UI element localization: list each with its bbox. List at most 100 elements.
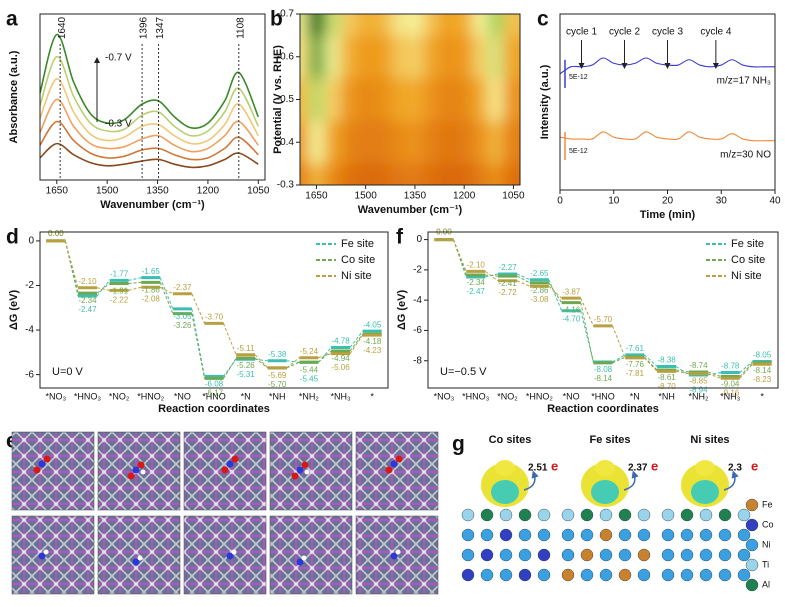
atom [718,528,732,542]
connector [580,297,594,327]
x-tick-label: *NH₃ [330,391,351,401]
heat-cell [439,35,457,80]
atom [580,548,594,562]
structure-tile [11,515,95,595]
heat-cell [472,120,489,165]
y-tick-label: -8 [413,355,422,366]
value-label: -2.86 [530,286,549,295]
site-title: Ni sites [690,434,729,446]
atom [718,508,732,522]
x-tick-label: *NO₂ [109,391,130,401]
atom [680,508,694,522]
y-tick-label: -4 [413,295,422,306]
heat-cell [472,78,489,122]
x-axis-label: Reaction coordinates [158,403,270,415]
value-label: -8.85 [689,377,708,386]
value-label: -4.94 [331,354,350,363]
heat-cell [472,35,489,80]
atom [480,528,494,542]
transfer-arrow [623,470,639,491]
value-label: -6.08 [205,380,224,389]
atom-o [33,466,41,474]
heat-cell [439,14,457,37]
heat-cell [455,120,474,165]
x-tick-label: * [760,391,764,401]
charge-density [591,480,619,504]
value-label: -5.11 [237,344,255,353]
value-label: -5.44 [300,365,319,374]
charge-density [495,460,515,476]
heat-cell [390,78,409,122]
panel-label: g [452,433,465,456]
x-tick-label: *HNO₃ [462,391,490,401]
value-label: -5.31 [237,370,256,379]
heat-cell [308,35,326,80]
heat-cell [472,14,489,37]
x-axis-label: Wavenumber (cm⁻¹) [100,199,205,211]
heat-cell [300,163,310,185]
site-title: Fe sites [590,434,631,446]
value-label: -1.77 [110,269,129,278]
plot-frame [39,13,266,181]
atom-o [291,472,299,480]
atom [518,568,532,582]
heat-cell [390,35,409,80]
atom [561,548,575,562]
x-tick-label: *N [241,391,251,401]
value-label: -4.05 [363,320,382,329]
value-label: -3.08 [530,295,549,304]
legend-label: Fe site [341,238,374,250]
atom-n [390,460,398,468]
value-label: 0.00 [48,229,64,238]
connector [516,273,531,281]
atom [699,508,713,522]
atom [661,528,675,542]
value-label: 0.00 [48,229,64,238]
heat-cell [308,120,326,165]
x-tick-label: *NH [269,391,286,401]
legend-atom [745,558,759,572]
atom [737,528,751,542]
atom [480,548,494,562]
heat-cell [300,14,310,37]
heat-cell [341,78,359,122]
value-label: -5.26 [237,361,256,370]
connector [159,286,174,295]
value-label: -4.78 [331,337,350,346]
connector [676,369,689,373]
atom-n [38,552,46,560]
value-label: -8.14 [753,366,772,375]
atom [637,508,651,522]
atom [661,568,675,582]
value-label: -2.27 [498,263,517,272]
heat-cell [390,14,409,37]
value-label: -2.34 [78,296,97,305]
atom [618,528,632,542]
heat-cell [503,14,520,37]
value-label: -7.61 [626,344,645,353]
panel-label: d [6,226,19,249]
value-label: -5.06 [331,363,350,372]
heat-cell [439,120,457,165]
value-label: -1.65 [142,267,161,276]
atom-o [231,455,239,463]
connector [739,363,753,379]
peak-label: 1108 [235,17,246,39]
heat-cell [308,78,326,122]
value-label: -4.70 [562,315,581,324]
heat-cell [373,14,392,37]
value-label: -2.10 [78,277,97,286]
connector [96,283,110,294]
structure-tile [11,431,95,511]
atom [737,548,751,562]
value-label: -3.26 [173,321,192,330]
peak-label: 1347 [155,16,166,39]
connector [739,362,753,377]
x-tick-label: 1200 [197,186,220,197]
x-tick-label: *NO₂ [497,391,518,401]
heat-cell [341,14,359,37]
x-tick-label: *NH₂ [299,391,320,401]
value-label: -8.38 [658,356,677,365]
value-label: -5.70 [594,315,613,324]
atom-n [38,460,46,468]
